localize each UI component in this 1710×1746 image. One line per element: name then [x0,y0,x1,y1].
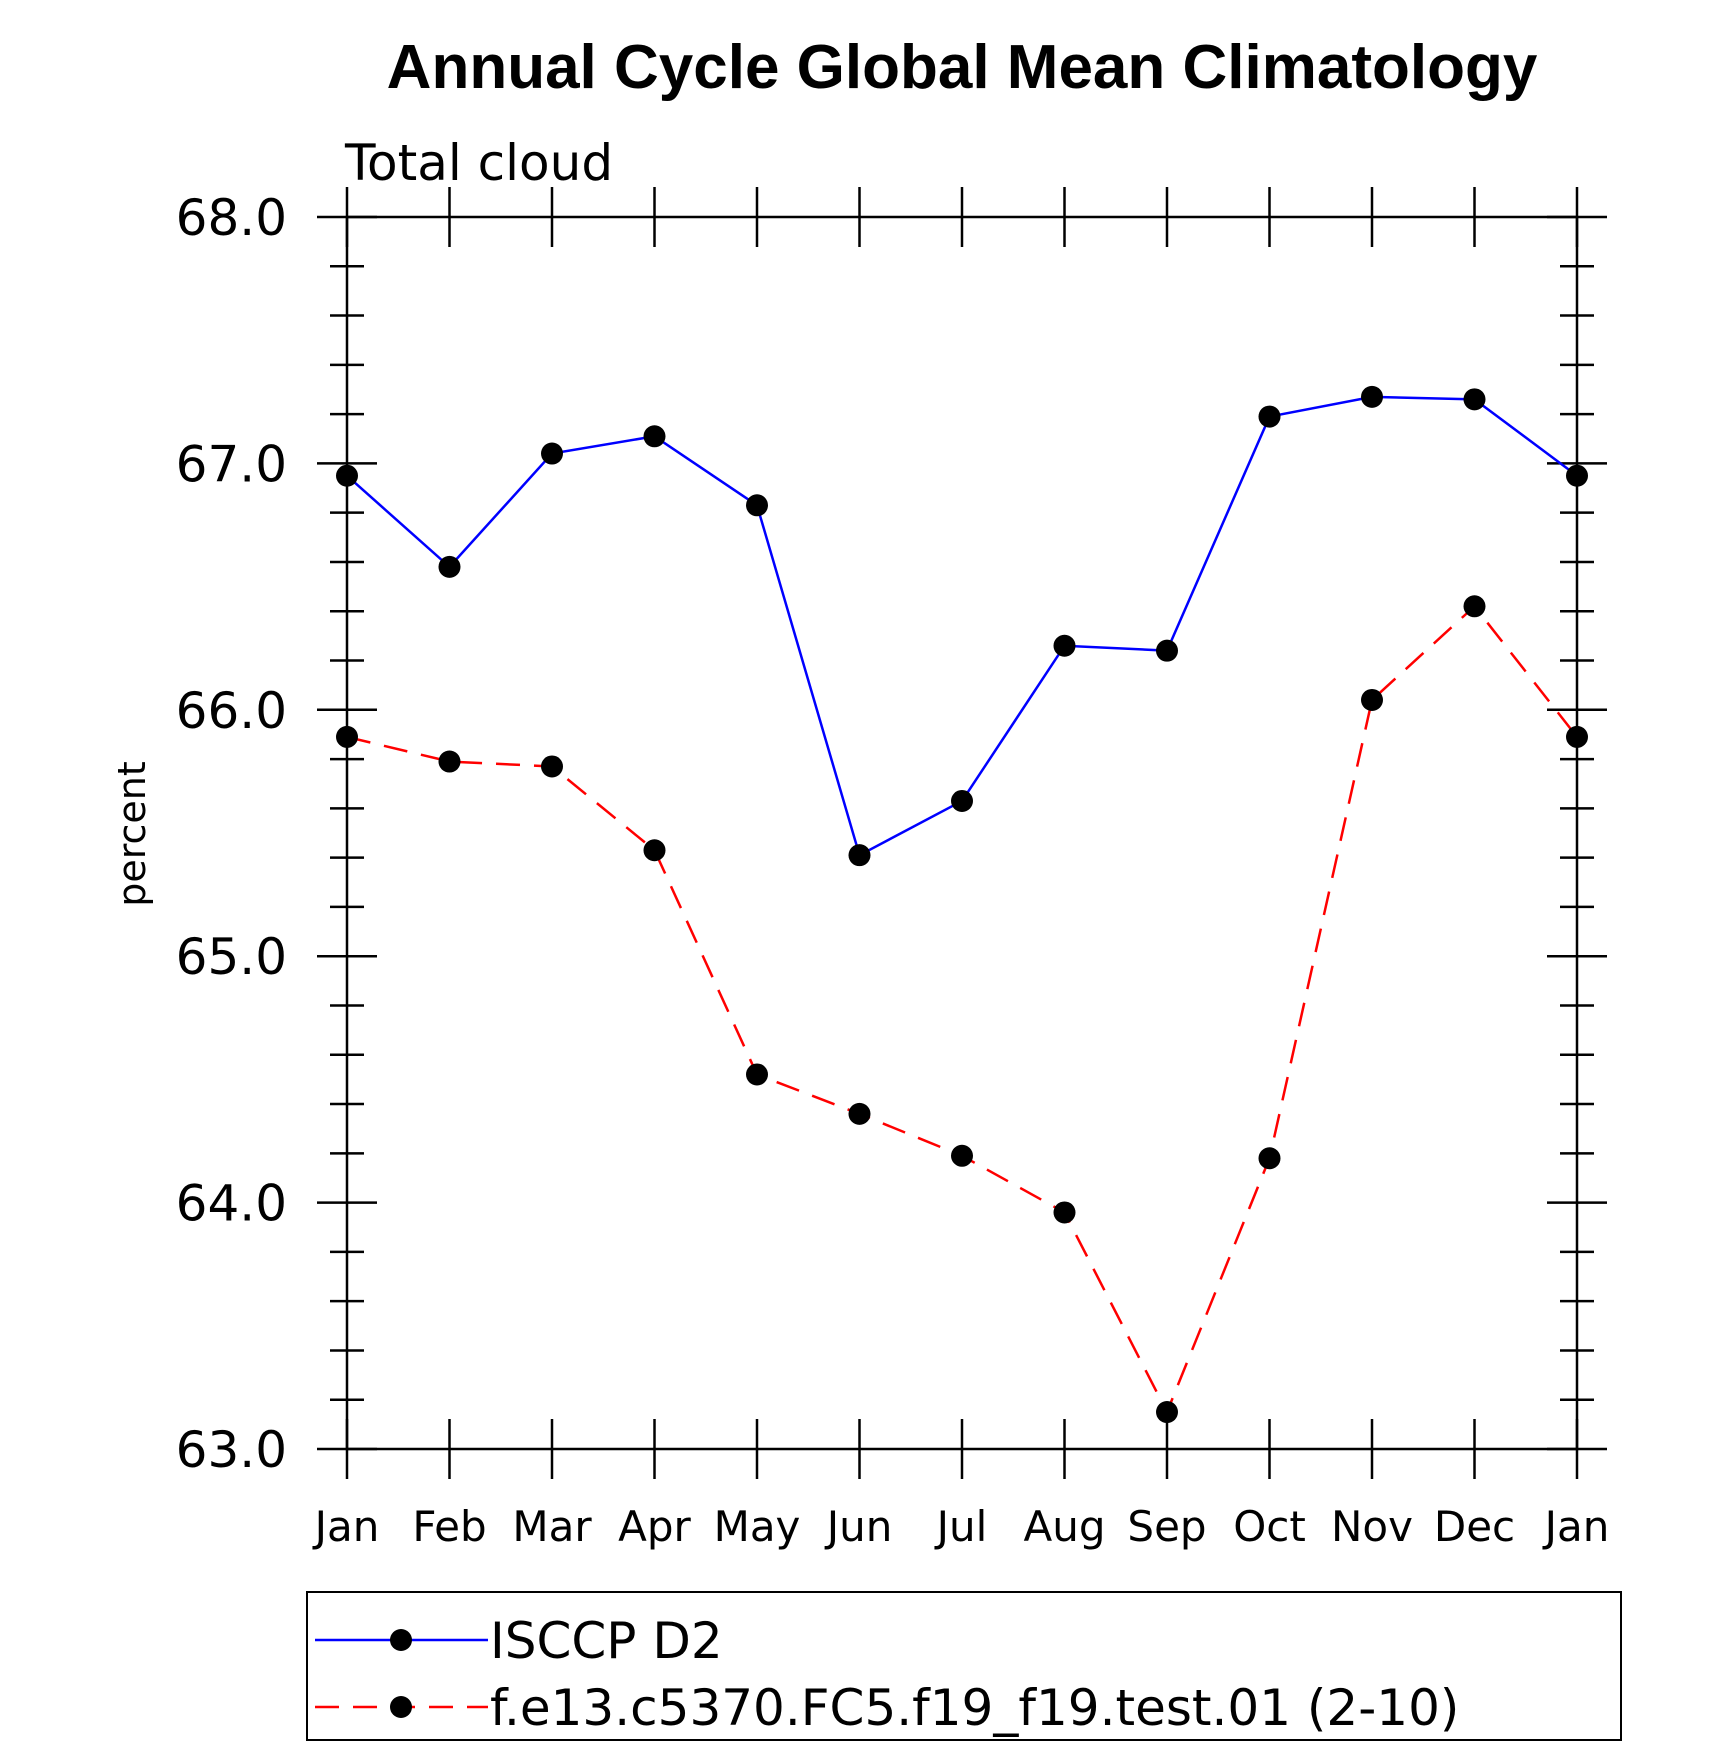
plot-frame [345,215,1579,1451]
y-axis-label: percent [110,761,154,907]
y-tick-label: 63.0 [176,1421,287,1479]
series-1-point [1463,595,1486,618]
x-tick-label: Sep [1127,1502,1206,1551]
y-tick-label: 66.0 [176,682,287,740]
legend: ISCCP D2 f.e13.c5370.FC5.f19_f19.test.01… [306,1591,1622,1741]
series-0-point [951,789,973,812]
x-tick-label: Jan [1542,1502,1610,1551]
series-1-point [1258,1147,1281,1170]
x-axis-ticks: Jan Feb Mar Apr May Jun Jul Aug Sep Oct Nov Dec Jan [312,187,1610,1551]
x-tick-label: Feb [412,1502,486,1551]
series-line-0 [346,395,1578,857]
x-tick-label: Jun [824,1502,893,1551]
x-tick-label: Apr [618,1502,691,1551]
chart-title: Annual Cycle Global Mean Climatology [387,33,1538,102]
series-0-point [1463,388,1486,411]
legend-box [306,1591,1622,1741]
series-0-point [1053,634,1076,657]
y-tick-label: 67.0 [176,435,287,493]
series-0-point [541,442,563,465]
legend-label-isccp: ISCCP D2 [490,1612,723,1670]
series-0-point [746,494,768,517]
series-0-point [438,555,461,578]
y-axis-ticks: 63.0 64.0 65.0 66.0 67.0 68.0 [176,189,1607,1479]
series-1-point [951,1144,973,1167]
x-tick-label: Jul [934,1502,988,1551]
x-tick-label: Jan [312,1502,380,1551]
series-1-point [541,755,563,778]
legend-marker-model [390,1696,412,1718]
x-tick-label: Aug [1023,1502,1105,1551]
series-1-point [1566,725,1588,748]
legend-label-model: f.e13.c5370.FC5.f19_f19.test.01 (2-10) [490,1679,1459,1737]
y-tick-label: 65.0 [176,928,287,986]
series-1-point [438,750,461,773]
series-1-point [1361,688,1383,711]
series-0-point [1258,405,1281,428]
x-tick-label: Mar [512,1502,592,1551]
chart-subtitle: Total cloud [344,134,613,192]
series-0-point [1361,385,1383,408]
x-tick-label: Oct [1233,1502,1306,1551]
series-line-1 [346,604,1578,1416]
x-tick-label: May [714,1502,801,1551]
series-0-point [848,844,871,867]
series-1-point [1053,1201,1076,1224]
series-1-point [1156,1401,1178,1424]
series-0-point [643,425,666,448]
series-1-point [848,1102,871,1125]
legend-marker-isccp [390,1629,412,1651]
x-tick-label: Nov [1331,1502,1413,1551]
y-tick-label: 64.0 [176,1175,287,1233]
series-1-point [336,725,358,748]
series-1-point [746,1063,768,1086]
series-0-point [1566,464,1588,487]
y-tick-label: 68.0 [176,189,287,247]
series-layer [336,385,1588,1424]
series-1-point [643,839,666,862]
series-0-point [336,464,358,487]
series-0-point [1156,639,1178,662]
x-tick-label: Dec [1434,1502,1515,1551]
